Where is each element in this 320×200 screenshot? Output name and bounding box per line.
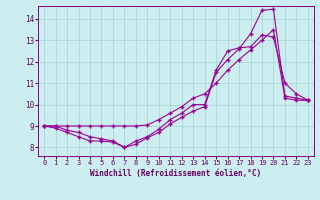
X-axis label: Windchill (Refroidissement éolien,°C): Windchill (Refroidissement éolien,°C) — [91, 169, 261, 178]
